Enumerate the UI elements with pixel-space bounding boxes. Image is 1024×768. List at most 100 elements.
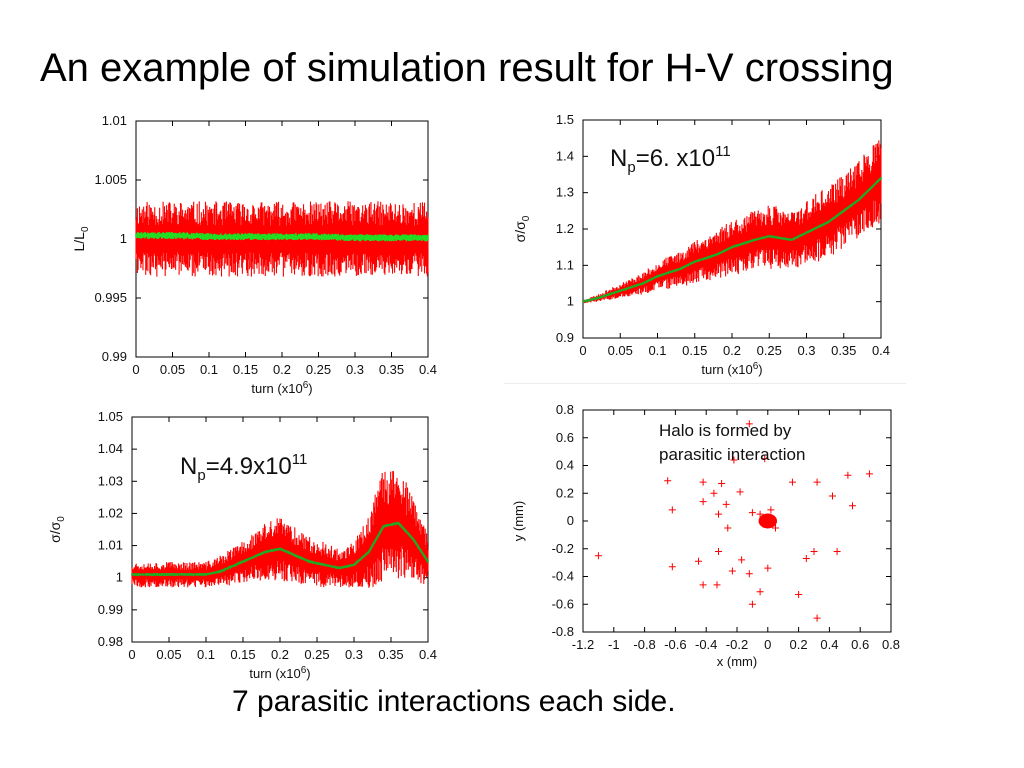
y-tick-label: -0.2 [552,541,574,556]
beam-core [758,513,778,529]
x-tick-label: 0.3 [797,343,815,358]
x-tick-label: 0.1 [197,647,215,662]
x-tick-label: 0.15 [233,362,258,377]
y-tick-label: 1.02 [98,505,123,520]
y-tick-label: 1.04 [98,441,123,456]
x-tick-label: -0.4 [695,637,717,652]
scatter-point [813,614,821,622]
beam-size-4_9e11-chart: 0 0.05 0.1 0.15 0.2 0.25 0.3 0.35 0.4 0.98 0.99 1 1.… [47,409,437,681]
x-tick-label: 0 [132,362,139,377]
x-tick-label: 0.2 [723,343,741,358]
y-tick-label: 0.6 [556,430,574,445]
scatter-point [715,548,723,556]
y-tick-label: 0.98 [98,634,123,649]
scatter-point [767,506,775,514]
y-axis-label: L/L0 [71,226,91,251]
x-tick-label: 0.3 [345,647,363,662]
y-tick-label: 1.2 [556,221,574,236]
x-tick-label: 0.4 [872,343,890,358]
scatter-point [668,506,676,514]
x-tick-label: -1 [608,637,620,652]
x-tick-label: 0.2 [790,637,808,652]
scatter-point [795,591,803,599]
y-tick-label: 1 [567,294,574,309]
scatter-point [802,554,810,562]
slide-title: An example of simulation result for H-V … [40,46,894,90]
scatter-point [736,488,744,496]
y-axis-label: σ/σ0 [512,215,532,242]
x-tick-label: 0.35 [378,647,403,662]
scatter-point [748,509,756,517]
scatter-point [849,502,856,510]
y-tick-label: 0.995 [94,290,127,305]
scatter-point [844,471,852,479]
x-tick-label: 0.2 [271,647,289,662]
scatter-point [722,500,730,508]
beam-size-6e11-chart: 0 0.05 0.1 0.15 0.2 0.25 0.3 0.35 0.4 0.9 1 1.1 1.2 1… [512,112,890,377]
halo-annotation: parasitic interaction [659,445,805,464]
scatter-point [865,470,873,478]
x-tick-label: 0.35 [831,343,856,358]
x-tick-label: 0.35 [379,362,404,377]
scatter-point [724,524,732,532]
scatter-point [756,588,764,596]
x-tick-label: -1.2 [572,637,594,652]
y-tick-label: 0.99 [102,349,127,364]
series-average-line [136,234,428,239]
x-axis-label: turn (x106) [701,361,762,377]
x-tick-label: 0.8 [882,637,900,652]
y-tick-label: 1.4 [556,148,574,163]
np-annotation: Np=4.9x1011 [180,451,307,484]
x-tick-label: 0 [579,343,586,358]
scatter-point [810,548,818,556]
y-axis-label: σ/σ0 [47,516,67,543]
luminosity-chart: 0 0.05 0.1 0.15 0.2 0.25 0.3 0.35 0.4 0.99 0.995 1 1… [71,113,437,396]
scatter-point [745,570,753,578]
scatter-point [715,510,723,518]
y-tick-label: 1.3 [556,185,574,200]
scatter-point [764,564,772,572]
scatter-point [738,556,746,564]
y-tick-label: 1.5 [556,112,574,127]
x-tick-label: 0.25 [306,362,331,377]
scatter-point [699,478,707,486]
y-tick-label: -0.4 [552,569,574,584]
y-tick-label: 1.005 [94,172,127,187]
series-average-line [132,521,429,576]
x-tick-label: 0.25 [757,343,782,358]
scatter-point [788,478,796,486]
x-tick-label: 0.1 [648,343,666,358]
scatter-point [813,478,821,486]
x-tick-label: 0.05 [156,647,181,662]
slide-footer: 7 parasitic interactions each side. [232,685,676,718]
x-tick-label: -0.2 [726,637,748,652]
x-tick-label: -0.8 [633,637,655,652]
y-tick-label: 1.01 [98,538,123,553]
y-tick-label: 1 [120,231,127,246]
y-tick-label: 0.2 [556,485,574,500]
y-tick-label: 1.1 [556,257,574,272]
y-tick-label: 0.8 [556,402,574,417]
halo-scatter-chart: -1.2 -1 -0.8 -0.6 -0.4 -0.2 0 0.2 0.4 0.6 0.8 -0.8 -… [511,402,900,669]
halo-annotation: Halo is formed by [659,421,792,440]
y-tick-label: 0 [567,513,574,528]
scatter-point [718,480,726,488]
x-tick-label: -0.6 [664,637,686,652]
x-tick-label: 0.4 [820,637,838,652]
plot-frame [582,409,892,633]
scatter-point [668,563,676,571]
x-tick-label: 0.15 [682,343,707,358]
x-tick-label: 0 [128,647,135,662]
scatter-point [748,600,756,608]
scatter-point [745,420,753,428]
np-annotation: Np=6. x1011 [610,143,731,176]
scatter-point [730,456,738,464]
x-tick-label: 0.05 [608,343,633,358]
scatter-point [772,524,779,532]
y-tick-label: 1.05 [98,409,123,424]
y-tick-label: -0.8 [552,624,574,639]
x-tick-label: 0.25 [304,647,329,662]
y-tick-label: 0.9 [556,330,574,345]
x-axis-label: turn (x106) [249,665,310,681]
x-tick-label: 0.4 [419,647,437,662]
